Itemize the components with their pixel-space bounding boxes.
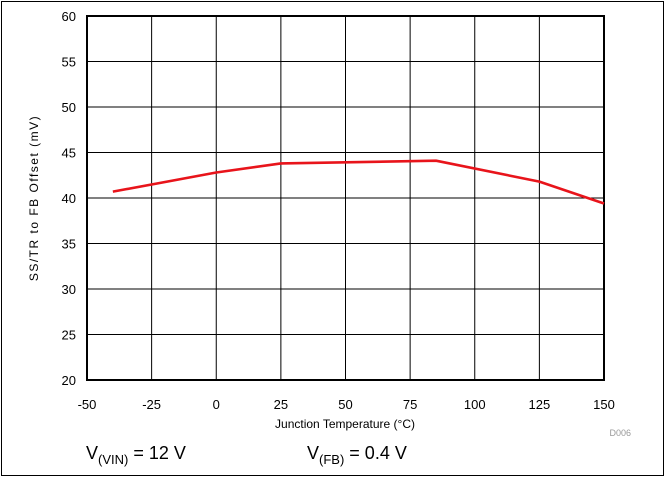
y-tick-label: 35 — [62, 237, 76, 252]
x-tick-labels: -50 -25 0 25 50 75 100 125 150 — [78, 397, 615, 412]
y-tick-label: 40 — [62, 191, 76, 206]
x-tick-label: 75 — [403, 397, 417, 412]
x-tick-label: 0 — [213, 397, 220, 412]
y-tick-label: 25 — [62, 328, 76, 343]
vin-subscript: (VIN) — [98, 452, 129, 467]
vin-value: = 12 V — [128, 443, 186, 463]
x-tick-label: 150 — [593, 397, 615, 412]
y-axis-label: SS/TR to FB Offset (mV) — [27, 115, 41, 281]
x-tick-label: -25 — [142, 397, 161, 412]
figure-frame — [1, 1, 664, 476]
y-tick-label: 60 — [62, 9, 76, 24]
vfb-value: = 0.4 V — [344, 443, 407, 463]
x-tick-label: -50 — [78, 397, 97, 412]
y-tick-labels: 20 25 30 35 40 45 50 55 60 — [62, 9, 76, 388]
y-tick-label: 20 — [62, 373, 76, 388]
plot-area — [86, 15, 605, 381]
x-tick-label: 100 — [464, 397, 486, 412]
vfb-subscript: (FB) — [319, 452, 345, 467]
y-tick-label: 55 — [62, 55, 76, 70]
series-line — [112, 159, 605, 205]
y-tick-label: 45 — [62, 146, 76, 161]
x-tick-label: 25 — [274, 397, 288, 412]
x-tick-label: 50 — [338, 397, 352, 412]
y-tick-label: 30 — [62, 282, 76, 297]
x-axis-label: Junction Temperature (°C) — [275, 417, 415, 431]
y-tick-label: 50 — [62, 100, 76, 115]
x-tick-label: 125 — [529, 397, 551, 412]
vin-prefix: V — [86, 443, 99, 463]
series-group — [112, 159, 605, 205]
vin-condition: V(VIN) = 12 V — [86, 443, 186, 467]
vfb-condition: V(FB) = 0.4 V — [307, 443, 407, 467]
grid-lines — [87, 16, 604, 380]
figure-id: D006 — [609, 428, 631, 438]
vfb-prefix: V — [307, 443, 320, 463]
